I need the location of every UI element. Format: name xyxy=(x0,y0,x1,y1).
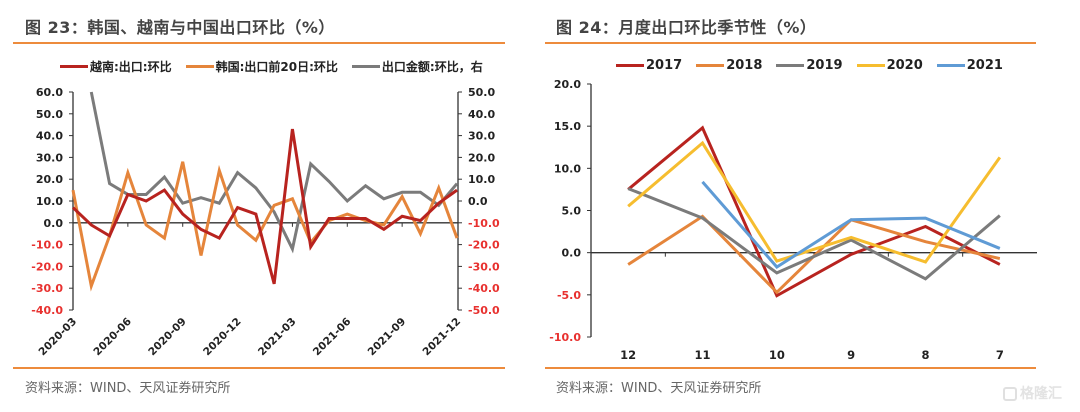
x-tick-label: 2020-09 xyxy=(146,316,189,359)
source-divider xyxy=(13,367,505,369)
title-divider xyxy=(545,42,1036,44)
x-tick-label: 8 xyxy=(921,348,929,362)
legend-label: 出口金额:环比，右 xyxy=(381,60,483,74)
legend-swatch xyxy=(351,65,380,68)
y-tick-label: -20.0 xyxy=(31,260,63,273)
x-tick-label: 2021-06 xyxy=(311,316,354,359)
legend-label: 越南:出口:环比 xyxy=(90,60,172,74)
y-tick-label: -5.0 xyxy=(557,289,581,302)
y-tick-label: 50.0 xyxy=(36,108,63,121)
y-tick-label: 10.0 xyxy=(36,195,63,208)
x-tick-label: 2021-09 xyxy=(366,316,409,359)
legend-swatch xyxy=(185,65,214,68)
y2-tick-label: 10.0 xyxy=(468,173,495,186)
y2-tick-label: 0.0 xyxy=(468,195,488,208)
figure-23-panel: 图 23：韩国、越南与中国出口环比（%） 越南:出口:环比 韩国:出口前20日:环… xyxy=(13,18,505,396)
y2-tick-label: 30.0 xyxy=(468,130,495,143)
series-line-2017 xyxy=(627,125,1001,298)
legend-item: 2020 xyxy=(856,58,923,73)
legend-item: 2019 xyxy=(776,58,843,73)
legend-label: 2021 xyxy=(966,58,1003,73)
export-mom-chart: 60.0 50.0 40.0 30.0 20.0 10.0 0.0 -10.0 -20.0 -30… xyxy=(31,86,500,359)
y2-tick-label: -50.0 xyxy=(468,304,500,317)
legend-swatch xyxy=(696,64,725,67)
y-tick-label: 20.0 xyxy=(36,173,63,186)
legend-item: 越南:出口:环比 xyxy=(60,58,172,75)
x-tick-label: 2021-12 xyxy=(421,316,464,359)
source-note: 资料来源：WIND、天风证券研究所 xyxy=(25,381,231,396)
figure-23-title: 图 23：韩国、越南与中国出口环比（%） xyxy=(25,18,335,37)
x-tick-label: 2021-03 xyxy=(256,316,299,359)
x-tick-label: 10 xyxy=(769,348,785,362)
gelonghui-logo-icon xyxy=(1003,387,1017,401)
y-tick-label: 20.0 xyxy=(554,78,581,91)
series-line-2018 xyxy=(627,214,1001,295)
x-tick-label: 2020-03 xyxy=(37,316,80,359)
legend-label: 2017 xyxy=(646,58,683,73)
y2-tick-label: -10.0 xyxy=(468,217,500,230)
legend-item: 韩国:出口前20日:环比 xyxy=(185,58,338,75)
figure-24-panel: 图 24：月度出口环比季节性（%） 2017 2018 2019 2020 2021 2… xyxy=(540,0,1080,412)
legend-swatch xyxy=(856,64,885,67)
series-line-vietnam xyxy=(71,128,458,285)
x-tick-label: 2020-12 xyxy=(201,316,244,359)
y-tick-label: 15.0 xyxy=(554,120,581,133)
y2-tick-label: 50.0 xyxy=(468,86,495,99)
x-tick-label: 9 xyxy=(847,348,855,362)
legend-label: 2018 xyxy=(726,58,763,73)
watermark-text: 格隆汇 xyxy=(1020,386,1062,402)
legend-item: 2018 xyxy=(696,58,762,73)
y-tick-label: 60.0 xyxy=(36,86,63,99)
y-tick-label: -30.0 xyxy=(31,282,63,295)
y-tick-label: 40.0 xyxy=(36,130,63,143)
x-tick-label: 12 xyxy=(620,348,636,362)
legend-swatch xyxy=(616,64,644,67)
legend-swatch xyxy=(936,64,965,67)
y2-tick-label: 20.0 xyxy=(468,151,495,164)
y-tick-label: 10.0 xyxy=(554,162,581,175)
y-tick-label: 0.0 xyxy=(562,247,582,260)
watermark: 格隆汇 xyxy=(1003,383,1062,403)
chart-legend: 越南:出口:环比 韩国:出口前20日:环比 出口金额:环比，右 xyxy=(60,58,497,75)
legend-item: 2017 xyxy=(616,58,682,73)
x-tick-label: 7 xyxy=(996,348,1004,362)
y2-tick-label: -30.0 xyxy=(468,260,500,273)
y2-tick-label: -20.0 xyxy=(468,239,500,252)
y-tick-label: 5.0 xyxy=(562,205,582,218)
legend-item: 2021 xyxy=(936,58,1003,73)
legend-label: 韩国:出口前20日:环比 xyxy=(215,60,338,74)
y-tick-label: -10.0 xyxy=(549,331,581,344)
seasonality-chart: 20.0 15.0 10.0 5.0 0.0 -5.0 -10.0 12 11 10 9 8 7 xyxy=(549,78,1037,362)
legend-label: 2020 xyxy=(886,58,923,73)
series-line-korea xyxy=(71,161,459,292)
source-note: 资料来源：WIND、天风证券研究所 xyxy=(556,381,762,396)
y-tick-label: 30.0 xyxy=(36,151,63,164)
legend-swatch xyxy=(60,65,88,68)
y2-tick-label: -40.0 xyxy=(468,282,500,295)
x-tick-label: 2020-06 xyxy=(91,316,134,359)
y-tick-label: -10.0 xyxy=(31,239,63,252)
source-divider xyxy=(545,367,1036,369)
legend-label: 2019 xyxy=(806,58,843,73)
figure-24-title: 图 24：月度出口环比季节性（%） xyxy=(556,18,817,37)
series-line-2020 xyxy=(627,140,1002,264)
y-tick-label: 0.0 xyxy=(44,217,64,230)
chart-legend: 2017 2018 2019 2020 2021 xyxy=(616,58,1017,73)
y2-tick-label: 40.0 xyxy=(468,108,495,121)
y-tick-label: -40.0 xyxy=(31,304,63,317)
legend-swatch xyxy=(776,64,805,67)
series-line-2019 xyxy=(627,187,1001,281)
legend-item: 出口金额:环比，右 xyxy=(351,58,483,75)
title-divider xyxy=(13,42,505,44)
x-tick-label: 11 xyxy=(694,348,710,362)
